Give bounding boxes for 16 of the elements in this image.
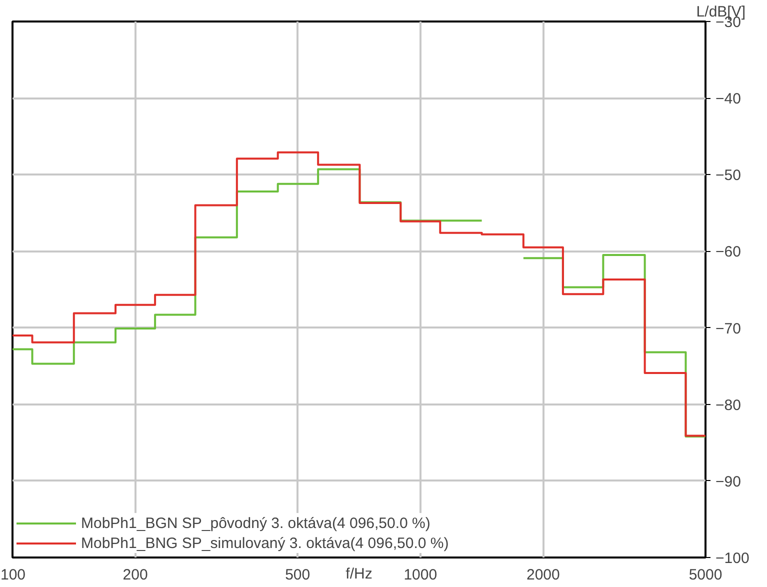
y-tick-label: −40 bbox=[716, 90, 741, 108]
x-tick-label: 100 bbox=[0, 566, 26, 584]
x-tick-label: 200 bbox=[122, 566, 148, 584]
x-tick-label: 500 bbox=[285, 566, 310, 584]
y-tick-label: −70 bbox=[716, 320, 741, 338]
y-tick-label: −50 bbox=[716, 167, 741, 184]
legend-label: MobPh1_BGN SP_pôvodný 3. oktáva(4 096,50.0 %) bbox=[81, 514, 430, 532]
y-tick-label: −90 bbox=[716, 473, 741, 490]
y-tick-label: −60 bbox=[716, 244, 741, 261]
x-tick-label: 2000 bbox=[526, 566, 560, 584]
y-tick-label: −100 bbox=[716, 550, 750, 567]
x-tick-label: 5000 bbox=[688, 566, 722, 584]
x-tick-label: 1000 bbox=[404, 566, 438, 584]
x-axis-title: f/Hz bbox=[346, 566, 372, 582]
y-tick-label: −80 bbox=[716, 396, 741, 414]
legend-label: MobPh1_BNG SP_simulovaný 3. oktáva(4 096,50.0 %) bbox=[81, 534, 449, 552]
